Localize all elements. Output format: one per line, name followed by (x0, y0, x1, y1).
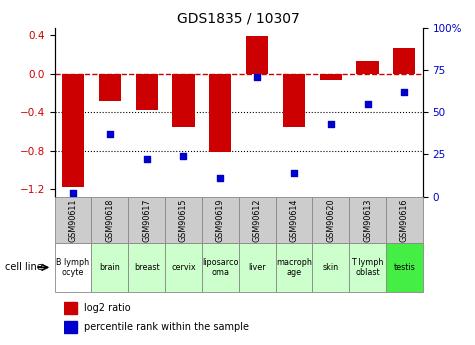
Text: GSM90620: GSM90620 (326, 198, 335, 242)
Bar (313, 243, 349, 292)
Text: GSM90616: GSM90616 (400, 198, 409, 242)
Text: skin: skin (323, 263, 339, 272)
Text: GSM90619: GSM90619 (216, 198, 225, 242)
Bar (128, 197, 165, 243)
Point (290, 170, 298, 176)
Bar (238, 197, 276, 243)
Bar (202, 243, 238, 292)
Bar (386, 197, 423, 243)
Bar (276, 197, 313, 243)
Bar (238, 243, 276, 292)
Point (69, 190, 77, 196)
Title: GDS1835 / 10307: GDS1835 / 10307 (177, 11, 300, 25)
Bar (91, 197, 128, 243)
Point (180, 153, 187, 159)
Bar (64, 322, 76, 333)
Text: GSM90617: GSM90617 (142, 198, 151, 242)
Point (143, 157, 151, 162)
Text: T lymph
oblast: T lymph oblast (352, 258, 384, 277)
Text: brain: brain (99, 263, 120, 272)
Bar (313, 197, 349, 243)
Text: log2 ratio: log2 ratio (84, 303, 131, 313)
Bar (276, 243, 313, 292)
Point (253, 74, 261, 79)
Bar (91, 243, 128, 292)
Bar (356, 61, 379, 74)
Bar (246, 36, 268, 74)
Bar (99, 74, 121, 101)
Bar (283, 74, 305, 127)
Bar (136, 74, 158, 110)
Point (327, 121, 334, 127)
Text: GSM90618: GSM90618 (105, 198, 114, 242)
Bar (165, 197, 202, 243)
Text: liposarco
oma: liposarco oma (202, 258, 238, 277)
Point (400, 89, 408, 95)
Text: GSM90614: GSM90614 (289, 198, 298, 242)
Text: B lymph
ocyte: B lymph ocyte (57, 258, 90, 277)
Bar (55, 197, 91, 243)
Bar (128, 243, 165, 292)
Text: percentile rank within the sample: percentile rank within the sample (84, 322, 249, 332)
Point (217, 175, 224, 181)
Text: testis: testis (393, 263, 415, 272)
Bar (349, 243, 386, 292)
Text: cell line: cell line (5, 263, 42, 272)
Text: GSM90613: GSM90613 (363, 198, 372, 242)
Text: GSM90611: GSM90611 (68, 198, 77, 242)
Bar (386, 243, 423, 292)
Text: breast: breast (134, 263, 160, 272)
Bar (62, 74, 84, 187)
Text: macroph
age: macroph age (276, 258, 312, 277)
Bar (64, 302, 76, 314)
Bar (320, 74, 342, 80)
Bar (393, 48, 415, 74)
Bar (165, 243, 202, 292)
Point (106, 131, 114, 137)
Bar (202, 197, 238, 243)
Bar (209, 74, 231, 152)
Bar (55, 243, 91, 292)
Text: GSM90615: GSM90615 (179, 198, 188, 242)
Bar (349, 197, 386, 243)
Text: cervix: cervix (171, 263, 196, 272)
Point (364, 101, 371, 106)
Text: liver: liver (248, 263, 266, 272)
Text: GSM90612: GSM90612 (253, 198, 262, 242)
Bar (172, 74, 195, 127)
